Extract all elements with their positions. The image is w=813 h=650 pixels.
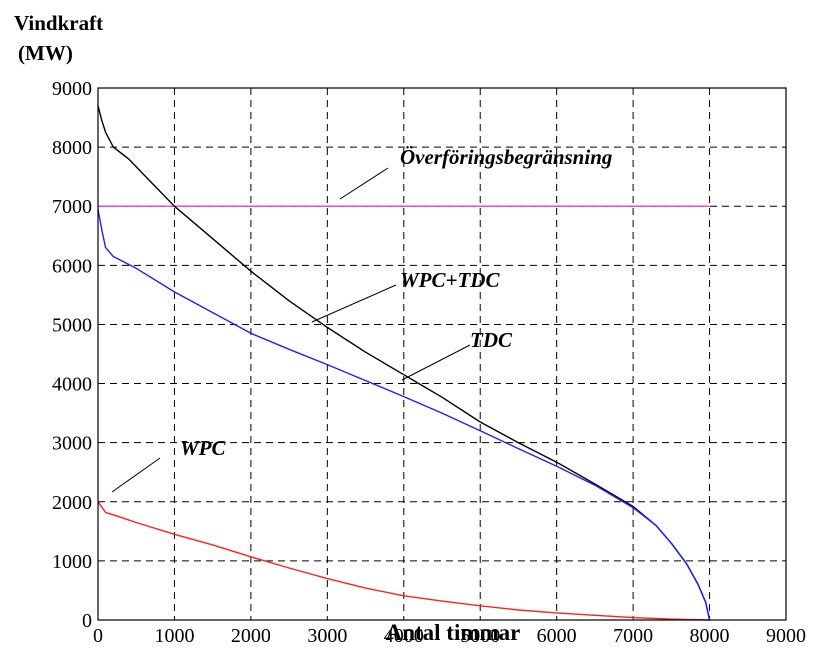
leader-tdc	[401, 344, 471, 381]
y-tick-label: 5000	[52, 314, 92, 336]
series-line-tdc	[97, 209, 711, 621]
annotation-overforingsbegransning: Överföringsbegränsning	[400, 145, 612, 169]
x-tick-label: 0	[93, 625, 103, 647]
y-tick-label: 8000	[52, 137, 92, 159]
x-tick-label: 9000	[766, 625, 806, 647]
annotation-wpc-tdc: WPC+TDC	[400, 268, 500, 292]
y-tick-label: 9000	[52, 78, 92, 100]
x-tick-label: 5000	[460, 625, 500, 647]
x-tick-label: 1000	[154, 625, 194, 647]
tick-labels: 0 1000 2000 3000 4000 5000 6000 7000 8000 9000 0 10…	[52, 78, 806, 647]
series-line-wpc-tdc	[97, 105, 711, 621]
y-axis-label-line2: (MW)	[18, 41, 73, 65]
leader-wpc	[111, 457, 161, 493]
x-tick-label: 6000	[537, 625, 577, 647]
y-tick-label: 0	[82, 610, 92, 632]
plot-series	[97, 105, 711, 621]
y-tick-label: 6000	[52, 255, 92, 277]
x-tick-label: 8000	[690, 625, 730, 647]
series-line-wpc	[97, 501, 710, 621]
annotation-tdc: TDC	[470, 328, 513, 352]
grid	[98, 88, 786, 620]
leader-wpc-tdc	[311, 284, 397, 323]
y-tick-label: 1000	[52, 551, 92, 573]
y-tick-label: 2000	[52, 492, 92, 514]
x-tick-label: 2000	[231, 625, 271, 647]
x-tick-label: 4000	[384, 625, 424, 647]
x-tick-label: 7000	[613, 625, 653, 647]
plot-frame	[97, 87, 787, 621]
y-tick-label: 4000	[52, 374, 92, 396]
x-tick-label: 3000	[307, 625, 347, 647]
y-tick-label: 3000	[52, 433, 92, 455]
x-axis-label: Antal timmar	[386, 620, 521, 645]
annotation-wpc: WPC	[180, 436, 227, 460]
leader-overforingsbegransning	[339, 167, 389, 200]
y-tick-label: 7000	[52, 196, 92, 218]
y-axis-label-line1: Vindkraft	[14, 11, 103, 35]
